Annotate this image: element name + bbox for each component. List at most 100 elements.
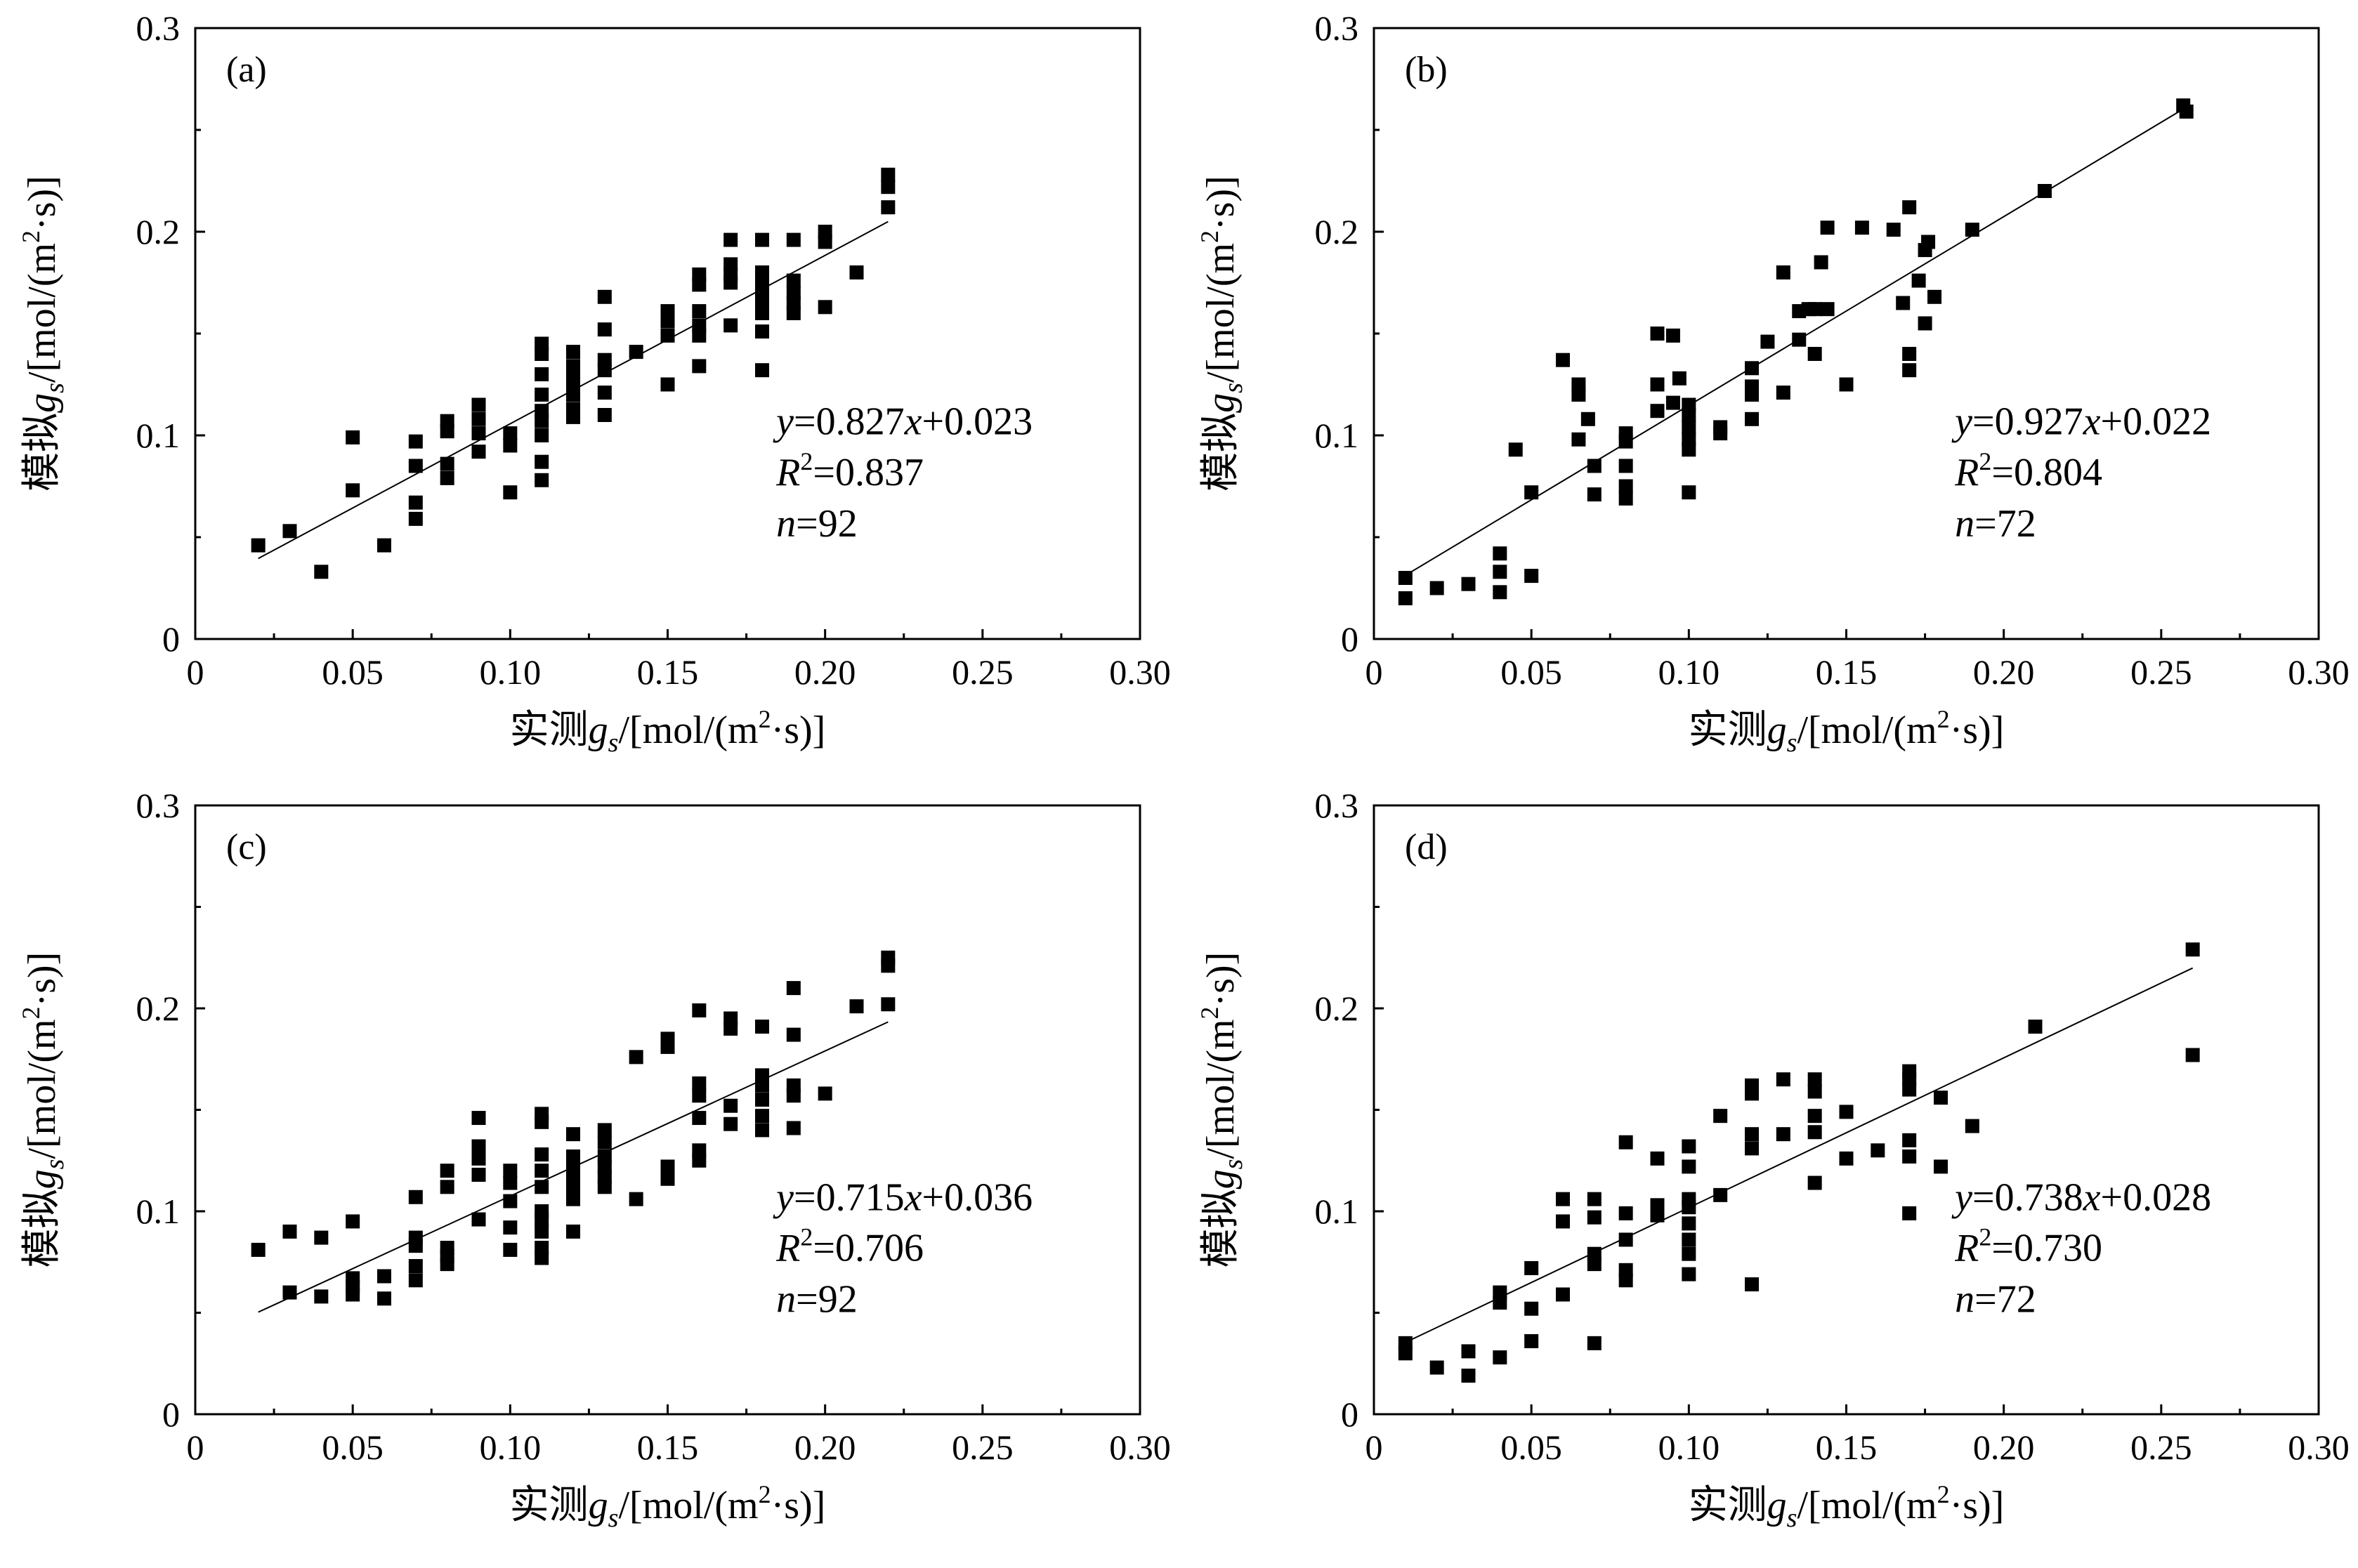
data-point xyxy=(881,167,896,182)
data-point xyxy=(1820,302,1835,317)
x-tick-label: 0.30 xyxy=(1109,1428,1171,1467)
data-point xyxy=(723,232,738,247)
data-point xyxy=(1587,1192,1602,1206)
data-point xyxy=(346,1214,360,1229)
data-point xyxy=(471,1167,486,1182)
x-axis-label: 实测gs/[mol/(m2·s)] xyxy=(510,1480,826,1533)
x-axis-label: 实测gs/[mol/(m2·s)] xyxy=(1689,705,2005,758)
data-point xyxy=(1682,1232,1696,1247)
data-point xyxy=(1776,1127,1790,1142)
y-tick-label: 0 xyxy=(1341,1395,1358,1434)
x-tick-label: 0.25 xyxy=(2130,1428,2192,1467)
data-point xyxy=(1618,1232,1633,1247)
sample-size: n=92 xyxy=(776,502,858,546)
data-point xyxy=(535,454,549,469)
data-point xyxy=(755,324,769,339)
panel-label: (d) xyxy=(1405,827,1448,867)
data-point xyxy=(786,1088,801,1103)
data-point xyxy=(1886,223,1901,237)
x-tick-label: 0.10 xyxy=(480,1428,542,1467)
data-point xyxy=(1902,1133,1917,1147)
data-point xyxy=(408,1259,423,1274)
x-tick-label: 0.25 xyxy=(952,652,1014,692)
data-point xyxy=(535,388,549,402)
data-point xyxy=(660,377,675,392)
data-point xyxy=(535,473,549,487)
data-point xyxy=(1587,459,1602,473)
data-point xyxy=(1682,1216,1696,1231)
data-point xyxy=(566,409,580,424)
data-point xyxy=(1618,1206,1633,1220)
data-point xyxy=(1902,1206,1917,1220)
data-point xyxy=(314,1289,329,1304)
data-point xyxy=(1650,377,1665,392)
sample-size: n=92 xyxy=(776,1277,858,1321)
x-tick-label: 0.15 xyxy=(637,1428,699,1467)
x-tick-label: 0.10 xyxy=(1658,1428,1720,1467)
data-point xyxy=(1682,1139,1696,1154)
y-tick-label: 0.2 xyxy=(136,212,181,251)
data-point xyxy=(1682,1267,1696,1282)
data-point xyxy=(535,1212,549,1227)
y-tick-label: 0.3 xyxy=(1315,786,1359,825)
data-point xyxy=(1618,1273,1633,1288)
data-point xyxy=(503,1175,518,1190)
data-point xyxy=(1618,434,1633,449)
x-tick-label: 0.05 xyxy=(1500,652,1562,692)
data-point xyxy=(1650,1151,1665,1166)
data-point xyxy=(535,367,549,381)
x-tick-label: 0 xyxy=(1365,652,1383,692)
y-tick-label: 0.1 xyxy=(136,1192,181,1231)
data-point xyxy=(1807,1175,1822,1190)
y-tick-label: 0.1 xyxy=(1315,1192,1359,1231)
data-point xyxy=(1398,591,1413,605)
data-point xyxy=(692,277,707,292)
data-point xyxy=(346,430,360,444)
data-point xyxy=(723,318,738,333)
data-point xyxy=(1713,1109,1728,1124)
data-point xyxy=(1745,388,1759,402)
data-point xyxy=(818,300,832,315)
data-point xyxy=(503,485,518,500)
data-point xyxy=(755,306,769,320)
data-point xyxy=(535,428,549,442)
data-point xyxy=(1493,1350,1507,1365)
r-squared: R2=0.837 xyxy=(775,447,924,494)
data-point xyxy=(1493,565,1507,579)
data-point xyxy=(1571,388,1586,402)
data-point xyxy=(849,999,864,1014)
data-point xyxy=(535,1164,549,1178)
data-point xyxy=(1713,426,1728,441)
data-point xyxy=(1965,223,1979,237)
data-point xyxy=(377,1269,391,1284)
data-point xyxy=(755,1020,769,1034)
data-point xyxy=(755,1109,769,1124)
data-point xyxy=(755,284,769,298)
sample-size: n=72 xyxy=(1955,1277,2036,1321)
r-squared: R2=0.730 xyxy=(1954,1223,2102,1270)
data-point xyxy=(566,388,580,402)
data-point xyxy=(471,426,486,441)
panel-label: (c) xyxy=(226,827,267,867)
x-tick-label: 0 xyxy=(187,1428,204,1467)
data-point xyxy=(692,1088,707,1103)
data-point xyxy=(1807,347,1822,361)
data-point xyxy=(881,958,896,973)
data-point xyxy=(755,1078,769,1093)
data-point xyxy=(786,273,801,288)
data-point xyxy=(440,470,454,485)
panel-label: (b) xyxy=(1405,50,1448,90)
data-point xyxy=(660,1159,675,1174)
data-point xyxy=(818,235,832,249)
data-point xyxy=(692,1076,707,1091)
data-point xyxy=(1618,1135,1633,1149)
data-point xyxy=(471,1212,486,1227)
data-point xyxy=(408,434,423,449)
data-point xyxy=(471,1151,486,1166)
y-tick-label: 0.1 xyxy=(136,416,181,455)
data-point xyxy=(1524,1260,1539,1275)
x-tick-label: 0.30 xyxy=(2288,652,2350,692)
data-point xyxy=(566,1192,580,1206)
regression-equation: y=0.827x+0.023 xyxy=(773,400,1033,444)
data-point xyxy=(535,414,549,428)
